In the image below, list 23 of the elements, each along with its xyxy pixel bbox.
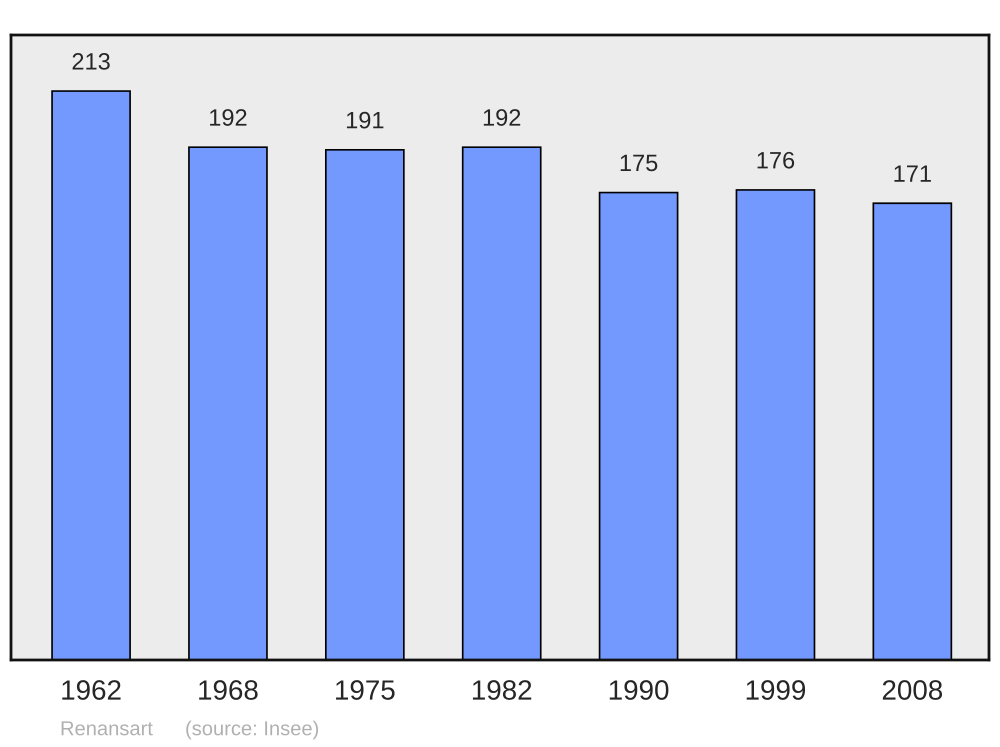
- x-tick-label: 1982: [472, 680, 532, 700]
- bar: [872, 202, 952, 660]
- x-tick-label: 1968: [199, 680, 258, 700]
- bar: [736, 189, 816, 660]
- bar: [324, 149, 405, 660]
- x-tick-label: 1962: [62, 680, 121, 700]
- text: (source: Insee): [186, 720, 318, 740]
- data-label: 192: [210, 109, 246, 126]
- data-label: 192: [484, 109, 520, 126]
- x-tick-label: 1975: [336, 680, 395, 700]
- data-label: 191: [346, 112, 384, 129]
- x-tick-label: 2008: [882, 680, 942, 700]
- bar: [51, 90, 131, 660]
- data-label: 175: [620, 154, 658, 172]
- x-tick-label: 1999: [746, 680, 806, 700]
- text: Renansart: [62, 721, 153, 736]
- x-tick-label: 1990: [610, 680, 668, 700]
- data-label: 171: [894, 165, 931, 182]
- bar: [188, 146, 268, 660]
- bar: [462, 146, 542, 660]
- bar: [598, 192, 678, 660]
- data-label: 213: [72, 53, 110, 70]
- data-label: 176: [758, 152, 794, 169]
